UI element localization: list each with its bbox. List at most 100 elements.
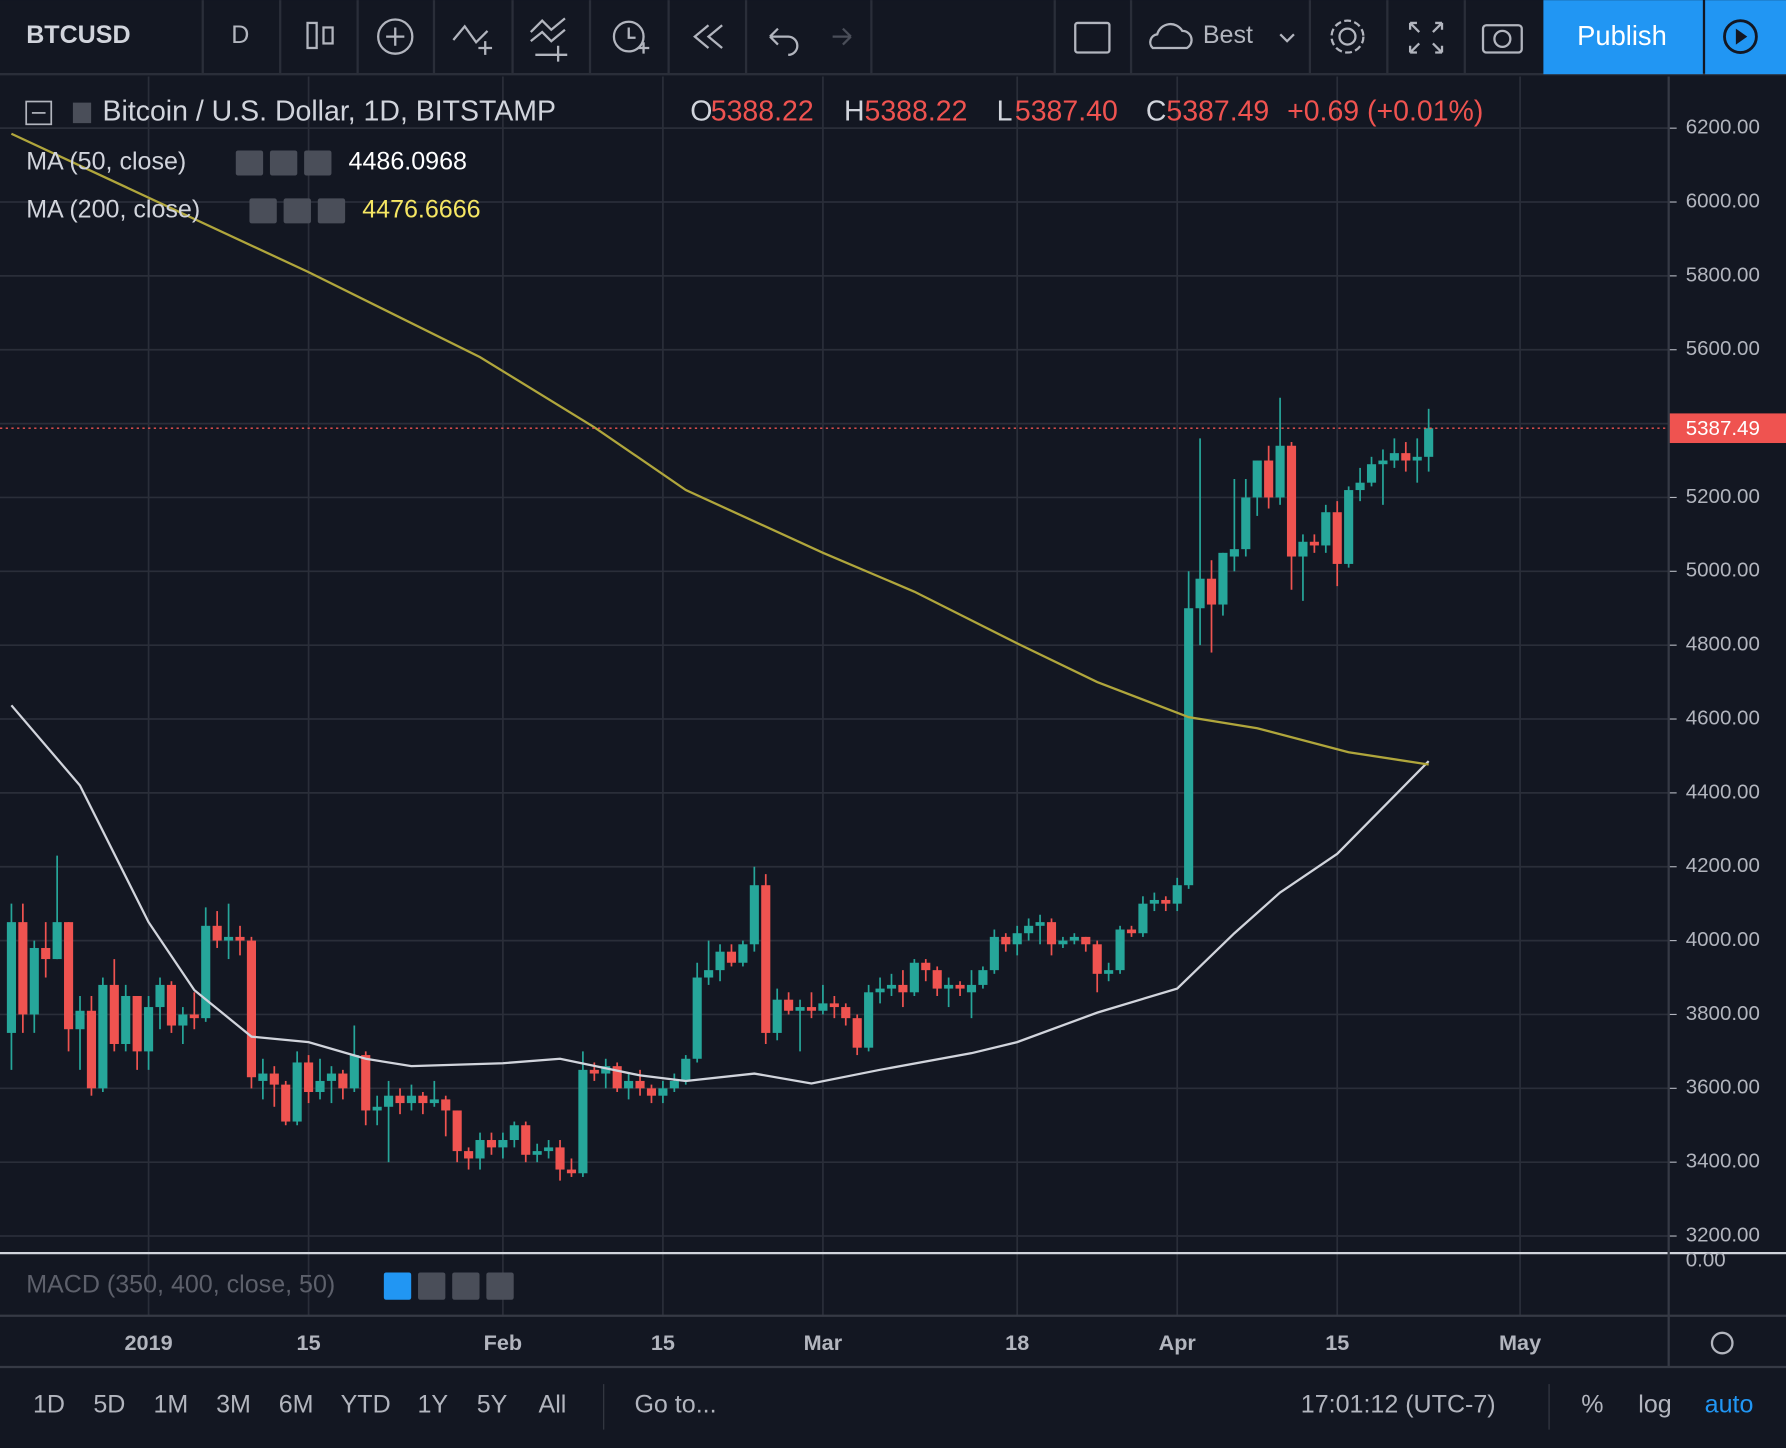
candle-body — [41, 947, 51, 960]
auto-toggle[interactable]: auto — [1705, 1390, 1754, 1418]
collapse-icon[interactable] — [25, 100, 53, 126]
ma-legend-value: 4486.0968 — [349, 148, 467, 176]
x-tick-label: Mar — [804, 1330, 843, 1355]
range-button[interactable]: 6M — [279, 1390, 314, 1418]
candle-body — [1046, 922, 1057, 945]
candle-body — [1081, 936, 1091, 945]
candle-body — [1001, 936, 1011, 945]
candle-body — [1161, 899, 1171, 904]
ohlc-value: 5388.22 — [865, 95, 968, 127]
candle-body — [886, 984, 897, 989]
change: +0.69 (+0.01%) — [1287, 95, 1483, 127]
macd-button[interactable] — [383, 1272, 412, 1300]
candle-body — [166, 984, 176, 1026]
candle-body — [1104, 970, 1114, 974]
candle-body — [155, 984, 165, 1008]
x-tick-label: May — [1499, 1330, 1541, 1355]
goto[interactable]: Go to... — [634, 1390, 716, 1418]
y-tick-label: 3200.00 — [1686, 1223, 1760, 1246]
candle-body — [441, 1099, 451, 1111]
range-button[interactable]: All — [539, 1390, 567, 1418]
macd-button[interactable] — [452, 1272, 480, 1300]
candle-body — [269, 1073, 279, 1085]
replay-icon — [1735, 28, 1748, 45]
candle-body — [1149, 899, 1159, 904]
candle-body — [1344, 490, 1354, 564]
publish-button[interactable] — [1543, 0, 1703, 75]
candle-body — [64, 922, 74, 1030]
y-tick-label: 5600.00 — [1686, 337, 1760, 360]
candle-body — [966, 984, 977, 993]
plot: 3200.00 3400.00 3600.00 3800.00 4000.00 4200.… — [0, 76, 1786, 1316]
candle-body — [589, 1069, 599, 1074]
bottom-bar: 17:01:12 (UTC-7) Go to... % log auto 1D 5… — [33, 1384, 1753, 1430]
candle-body — [98, 984, 108, 1089]
range-button[interactable]: 3M — [216, 1390, 251, 1418]
candle-body — [86, 1010, 96, 1089]
candle-body — [521, 1125, 531, 1155]
x-tick-label: 15 — [651, 1330, 675, 1355]
range-button[interactable]: 1D — [33, 1390, 65, 1418]
candle-body — [944, 984, 954, 989]
log-toggle[interactable]: log — [1638, 1390, 1671, 1418]
range-button[interactable]: 1Y — [418, 1390, 449, 1418]
moving-average-line — [10, 132, 1429, 766]
macd-button[interactable] — [486, 1272, 514, 1300]
symbol[interactable]: BTCUSD — [26, 21, 130, 49]
replay-icon — [1723, 19, 1758, 54]
candle-body — [544, 1147, 554, 1152]
range-button[interactable]: 5Y — [477, 1390, 508, 1418]
candle-body — [1138, 903, 1148, 934]
candle-body — [1195, 578, 1205, 609]
layout-label[interactable]: Best — [1203, 21, 1253, 49]
last-price-box — [1668, 413, 1786, 444]
candle-body — [989, 936, 999, 971]
candle-body — [1069, 936, 1079, 941]
candle-body — [784, 999, 794, 1011]
range-button[interactable]: 5D — [93, 1390, 125, 1418]
candle-body — [1378, 460, 1388, 465]
percent-toggle[interactable]: % — [1581, 1390, 1603, 1418]
candle-body — [349, 1055, 359, 1089]
macd-name[interactable]: MACD (350, 400, close, 50) — [26, 1271, 335, 1299]
candle-body — [715, 951, 725, 971]
ohlc-value: 5388.22 — [711, 95, 814, 127]
candle-body — [109, 984, 119, 1044]
candle-body — [246, 940, 257, 1078]
candle-body — [555, 1147, 565, 1170]
candle-body — [761, 885, 771, 1033]
range-button[interactable]: YTD — [341, 1390, 391, 1418]
candle-body — [315, 1080, 325, 1093]
publish-label[interactable]: Publish — [1577, 20, 1667, 51]
x-tick-label: Apr — [1159, 1330, 1197, 1355]
candle-body — [1264, 460, 1274, 498]
candle-body — [212, 925, 222, 941]
toolbar-icons — [201, 0, 1523, 75]
range-button[interactable]: 1M — [153, 1390, 188, 1418]
settings-icon[interactable] — [1710, 1331, 1734, 1355]
candle-body — [932, 970, 942, 989]
interval[interactable]: D — [231, 21, 249, 49]
candle-body — [1252, 460, 1262, 498]
x-tick-label: 2019 — [125, 1330, 173, 1355]
candle-body — [704, 970, 714, 978]
candle-body — [1172, 885, 1182, 904]
candle-body — [669, 1080, 679, 1089]
candle-body — [304, 1062, 314, 1093]
candle-body — [738, 944, 748, 963]
ma-legend-name[interactable]: MA (50, close) — [26, 148, 186, 176]
candle-body — [806, 1007, 817, 1011]
candle-body — [498, 1140, 508, 1148]
candle-body — [772, 999, 782, 1033]
candle-body — [1012, 933, 1022, 945]
symbol-title[interactable]: Bitcoin / U.S. Dollar, 1D, BITSTAMP — [103, 95, 557, 127]
ma-legend-name[interactable]: MA (200, close) — [26, 195, 200, 223]
candle-body — [646, 1088, 657, 1096]
candle-body — [452, 1110, 462, 1152]
candle-body — [144, 1007, 154, 1052]
candle-body — [372, 1106, 382, 1111]
macd-button[interactable] — [418, 1272, 446, 1300]
candle-body — [1241, 497, 1251, 550]
y-tick-label: 3400.00 — [1686, 1150, 1760, 1173]
